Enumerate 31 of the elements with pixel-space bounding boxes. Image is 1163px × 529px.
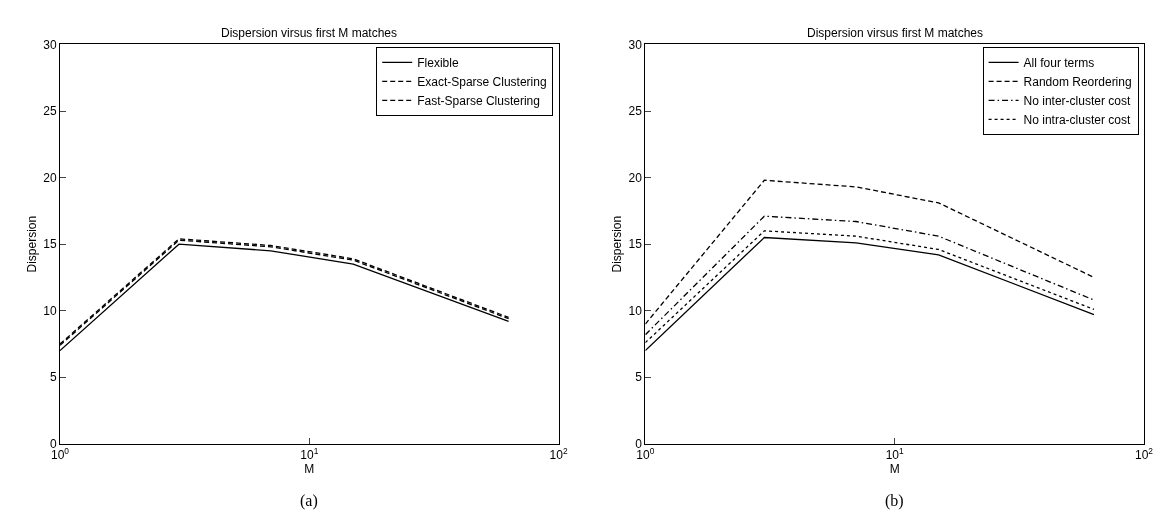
y-tick-label: 15 xyxy=(628,237,643,252)
y-tick-label: 30 xyxy=(628,37,643,52)
y-tick-label: 10 xyxy=(43,303,57,318)
legend-label: No inter-cluster cost xyxy=(1023,94,1131,109)
y-tick-label: 10 xyxy=(628,303,643,318)
y-axis-title: Dispersion xyxy=(609,215,624,273)
legend-label: Random Reordering xyxy=(1023,75,1132,90)
y-tick-label: 30 xyxy=(43,37,57,52)
y-tick-label: 20 xyxy=(628,170,643,185)
legend-label: All four terms xyxy=(1023,56,1095,71)
y-tick-label: 15 xyxy=(43,237,57,252)
y-tick-label: 25 xyxy=(628,104,643,119)
chart-title: Dispersion virsus first M matches xyxy=(221,26,398,40)
legend-label: Exact-Sparse Clustering xyxy=(417,75,547,90)
legend-label: Fast-Sparse Clustering xyxy=(417,94,540,109)
y-tick-label: 5 xyxy=(49,370,57,385)
text: (a) xyxy=(300,492,318,510)
x-axis-title: M xyxy=(889,462,900,477)
y-tick-label: 5 xyxy=(635,370,643,385)
legend-label: No intra-cluster cost xyxy=(1023,113,1131,128)
y-axis-title: Dispersion xyxy=(24,215,39,273)
x-tick-label: 10$^{2}$ xyxy=(549,446,568,463)
y-tick-label: 20 xyxy=(43,170,57,185)
x-tick-label: 10$^{1}$ xyxy=(885,446,905,463)
x-tick-label: 10$^{1}$ xyxy=(300,446,319,463)
text: (b) xyxy=(885,492,904,510)
chart-title: Dispersion virsus first M matches xyxy=(807,26,984,40)
y-tick-label: 25 xyxy=(43,104,57,119)
legend-label: Flexible xyxy=(417,56,459,71)
x-tick-label: 10$^{2}$ xyxy=(1134,446,1154,463)
x-axis-title: M xyxy=(304,462,315,477)
